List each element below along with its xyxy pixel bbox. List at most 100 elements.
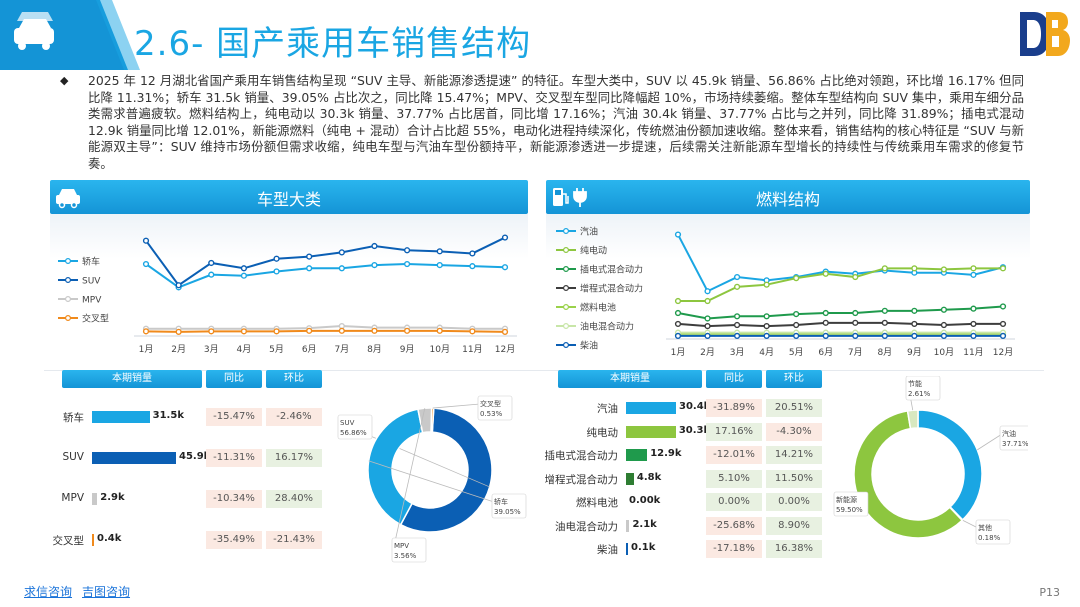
slice-percent: 2.61% — [908, 390, 931, 398]
data-point — [793, 332, 800, 340]
row-label: 燃料电池 — [576, 497, 618, 509]
fuel-type-line-chart: 1月 2月 3月 4月 5月 6月 7月 8月 9月 10月 11月 12月 汽油纯电动插电式混合动力增… — [556, 226, 1015, 358]
yoy-cell: -15.47% — [206, 408, 262, 426]
data-point — [970, 271, 977, 278]
sales-value: 2.9k — [100, 492, 125, 503]
series-line — [677, 321, 1003, 328]
x-tick-label: 7月 — [334, 344, 349, 355]
legend-marker — [65, 295, 72, 302]
legend-label: 交叉型 — [82, 313, 109, 325]
data-point — [940, 306, 948, 313]
x-tick-label: 9月 — [907, 347, 922, 358]
data-point — [273, 255, 280, 262]
sales-bar — [626, 472, 634, 485]
slice-percent: 59.50% — [836, 506, 863, 514]
data-point — [999, 303, 1007, 310]
legend-label: 纯电动 — [580, 245, 607, 257]
sales-bar — [626, 519, 630, 532]
x-tick-label: 12月 — [495, 344, 515, 355]
row-label: 交叉型 — [52, 535, 85, 547]
data-point — [306, 253, 313, 260]
yoy-cell: 17.16% — [706, 422, 762, 441]
data-point — [338, 249, 345, 256]
x-tick-label: 6月 — [302, 344, 317, 355]
page-title: 2.6- 国产乘用车销售结构 — [134, 24, 532, 64]
data-point — [763, 332, 770, 340]
x-tick-label: 1月 — [671, 347, 686, 358]
row-label: 插电式混合动力 — [544, 450, 619, 462]
section-bar-fuel-type: 燃料结构 — [546, 180, 1030, 214]
x-tick-label: 6月 — [818, 347, 833, 358]
data-point — [674, 332, 682, 340]
data-point — [999, 320, 1007, 328]
data-point — [793, 311, 800, 318]
series-line — [145, 263, 506, 289]
x-tick-label: 2月 — [700, 347, 715, 358]
x-tick-label: 8月 — [367, 344, 382, 355]
legend-marker — [563, 228, 570, 235]
table-header-yoy: 同比 — [206, 370, 262, 388]
slice-label: MPV 3.56% — [391, 537, 427, 563]
data-point — [501, 234, 509, 241]
data-point — [240, 328, 248, 335]
data-point — [501, 264, 509, 271]
data-point — [338, 265, 345, 272]
mom-cell: 11.50% — [766, 469, 822, 488]
x-tick-label: 4月 — [759, 347, 774, 358]
vehicle-type-line-chart: 1月 2月 3月 4月 5月 6月 7月 8月 9月 10月 11月 12月 轿车 SUV MPV 交叉型 — [58, 234, 517, 355]
x-tick-label: 4月 — [237, 344, 252, 355]
data-point — [940, 266, 948, 273]
data-point — [436, 261, 443, 269]
data-point — [793, 275, 800, 282]
yoy-cell: -35.49% — [206, 531, 262, 549]
legend-label: SUV — [82, 277, 101, 287]
row-label: 柴油 — [597, 544, 618, 556]
data-point — [793, 321, 800, 329]
data-point — [881, 265, 888, 272]
x-tick-label: 2月 — [171, 344, 186, 355]
legend-marker — [563, 265, 570, 272]
x-tick-label: 12月 — [993, 347, 1013, 358]
data-point — [704, 315, 711, 322]
series-line — [677, 305, 1004, 320]
data-point — [733, 283, 741, 290]
footer-link-qiuxin[interactable]: 求信咨询 — [24, 585, 73, 599]
table-header-sales: 本期销量 — [62, 370, 202, 388]
data-point — [852, 319, 859, 326]
car-icon — [56, 189, 80, 209]
data-point — [970, 265, 977, 272]
data-point — [371, 261, 378, 269]
mom-cell: 8.90% — [766, 516, 822, 535]
data-point — [674, 231, 682, 238]
header-band — [0, 0, 140, 70]
slice-name: SUV — [340, 419, 355, 427]
data-point — [704, 332, 711, 340]
yoy-cell: -12.01% — [706, 446, 762, 464]
data-point — [436, 327, 443, 334]
donut-slice — [367, 408, 424, 526]
sales-bar — [92, 452, 176, 464]
yoy-cell: -10.34% — [206, 490, 262, 508]
donut-slice — [906, 409, 919, 430]
slice-percent: 37.71% — [1002, 440, 1028, 448]
legend-marker — [563, 342, 570, 349]
data-point — [403, 327, 411, 334]
sales-bar — [626, 402, 676, 414]
vehicle-type-donut-chart: SUV 56.86% 轿车 39.05% MPV 3.56% 交叉型 0.53% — [337, 395, 527, 563]
data-point — [733, 332, 741, 340]
sales-value: 0.4k — [97, 533, 122, 544]
data-point — [175, 282, 182, 289]
data-point — [469, 263, 476, 270]
slice-percent: 0.18% — [978, 534, 1001, 542]
leader-line — [368, 460, 495, 503]
sales-value: 4.8k — [636, 471, 662, 483]
summary-bullet: ◆ — [60, 74, 69, 87]
row-label: MPV — [61, 492, 84, 504]
series-line — [677, 234, 1004, 293]
row-label: SUV — [62, 451, 84, 463]
data-point — [469, 328, 476, 335]
data-point — [822, 332, 829, 340]
footer-link-jitu[interactable]: 吉图咨询 — [82, 585, 131, 599]
x-tick-label: 8月 — [877, 347, 892, 358]
data-point — [881, 319, 888, 326]
